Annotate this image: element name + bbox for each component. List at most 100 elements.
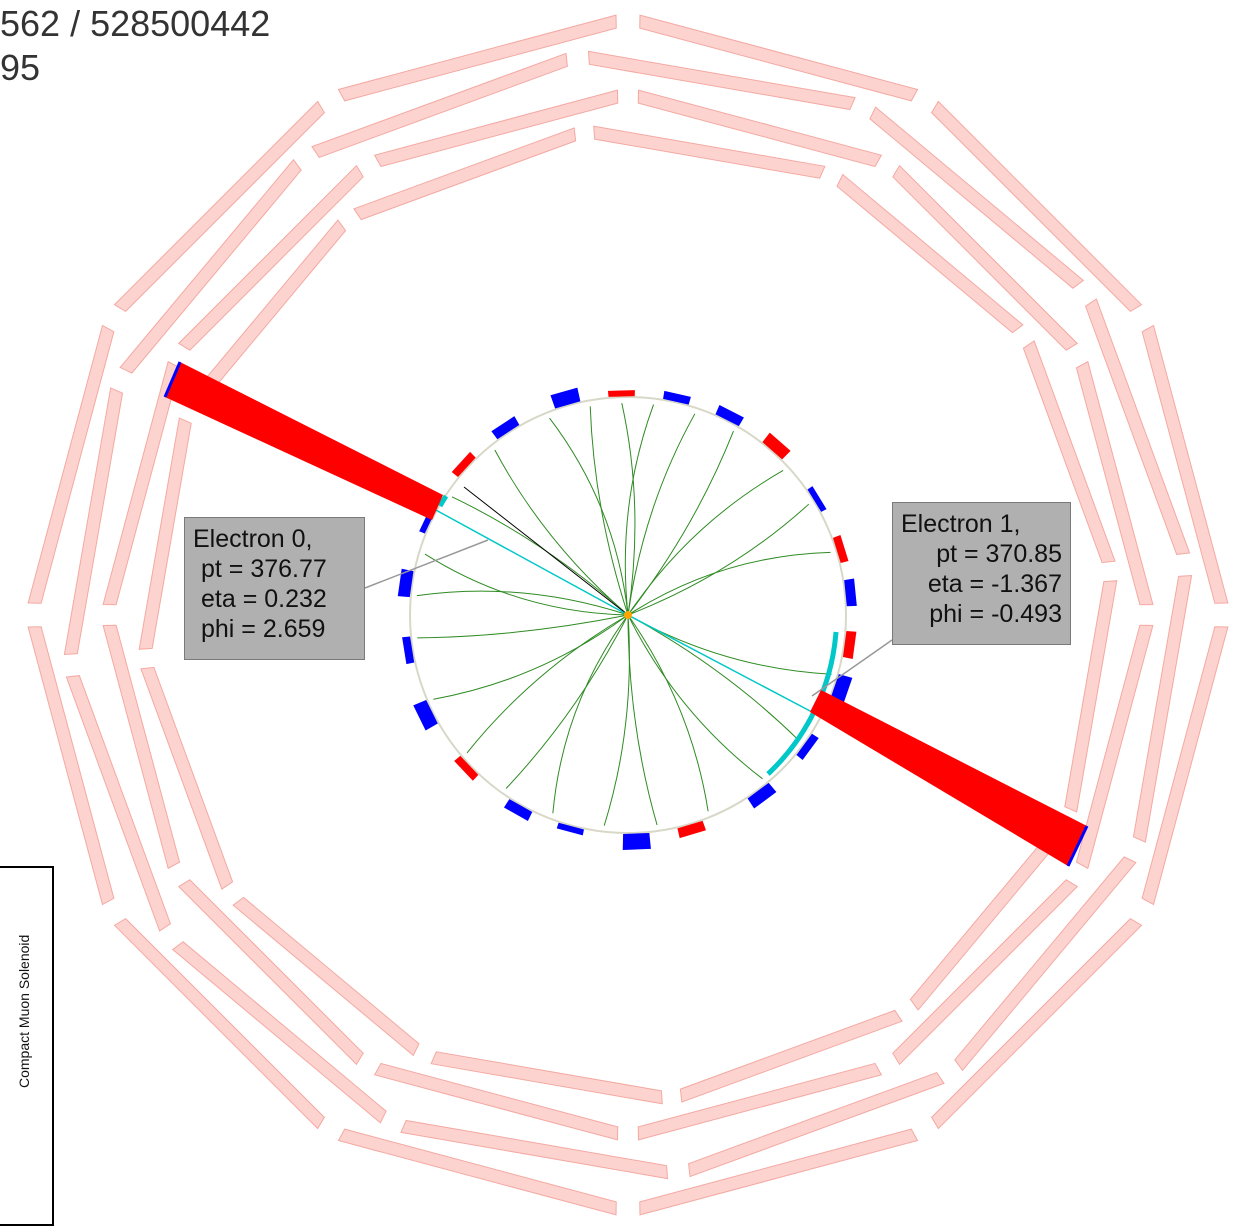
muon-chamber <box>679 1009 903 1103</box>
muon-chamber <box>869 106 1085 289</box>
muon-chamber <box>119 158 302 374</box>
track <box>603 614 630 826</box>
track <box>627 614 763 780</box>
muon-chamber <box>836 173 1024 334</box>
muon-chamber <box>1141 626 1229 906</box>
muon-chamber <box>373 1062 619 1141</box>
electron-1-name: Electron 1, <box>901 510 1021 538</box>
track <box>549 417 629 616</box>
muon-chamber <box>27 626 115 906</box>
muon-chamber <box>637 89 883 168</box>
muon-chamber <box>892 879 1079 1066</box>
muon-chamber <box>311 52 568 159</box>
label-leaders <box>364 539 893 697</box>
electron-0-pt: pt = 376.77 <box>201 555 327 583</box>
ecal-hit <box>491 416 520 440</box>
track-black <box>463 486 629 616</box>
muon-chamber <box>1132 574 1193 843</box>
muon-chamber <box>102 624 181 870</box>
cms-logo <box>0 866 54 1226</box>
vertex <box>624 611 632 619</box>
ecal-hit <box>844 578 857 607</box>
track <box>627 413 696 616</box>
electron-1-tower-cap <box>1066 825 1089 867</box>
muon-chamber <box>232 896 420 1057</box>
ecal-hit <box>807 486 827 512</box>
ecal-hit <box>832 535 849 563</box>
electron-1-track <box>627 614 813 713</box>
track <box>624 404 655 616</box>
track <box>627 614 658 826</box>
muon-chamber <box>930 100 1143 313</box>
electron-0-phi: phi = 2.659 <box>201 615 326 643</box>
muon-chamber <box>1075 624 1154 870</box>
muon-chamber <box>65 675 172 932</box>
ecal-hit <box>747 782 777 809</box>
muon-chamber <box>688 1071 945 1178</box>
ecal-hit <box>451 451 476 478</box>
muon-chamber <box>954 856 1137 1072</box>
muon-chamber <box>400 1119 669 1180</box>
run-event-text: 562 / 528500442 <box>0 3 271 44</box>
muon-chamber <box>63 387 124 656</box>
muon-chamber <box>177 164 364 351</box>
muon-chamber <box>113 917 326 1130</box>
ecal-hit <box>397 568 414 598</box>
electron-1-leader <box>811 639 893 697</box>
track <box>627 551 831 616</box>
electron-0-arc <box>437 494 449 508</box>
track <box>466 614 629 754</box>
track <box>621 402 636 616</box>
lumi-text: 95 <box>0 47 41 88</box>
ecal-hit <box>413 699 438 731</box>
track <box>627 503 810 616</box>
muon-chamber <box>102 360 181 606</box>
muon-chamber <box>892 164 1079 351</box>
muon-chamber <box>1075 360 1154 606</box>
muon-chamber <box>353 127 577 221</box>
muon-chamber <box>337 14 617 102</box>
muon-chamber <box>1141 324 1229 604</box>
cms-logo-text: Compact Muon Solenoid <box>16 934 32 1088</box>
muon-chamber <box>430 1051 663 1105</box>
electron-1-eta: eta = -1.367 <box>927 570 1062 598</box>
ecal-hit <box>842 631 857 659</box>
muon-chamber <box>637 1062 883 1141</box>
track <box>494 449 629 616</box>
muon-chamber <box>639 14 919 102</box>
ecal-hit <box>622 832 651 850</box>
ecal-hit <box>830 674 853 705</box>
ecal-hit <box>454 755 479 781</box>
track <box>627 430 734 616</box>
electron-0-leader <box>364 539 489 589</box>
track <box>589 406 629 616</box>
ecal-hit <box>503 799 533 821</box>
electron-0-label: Electron 0, pt = 376.77 eta = 0.232 phi … <box>184 517 365 660</box>
ecal-hit <box>796 733 819 761</box>
electron-1-pt: pt = 370.85 <box>936 540 1062 568</box>
calorimeter-towers <box>163 361 1089 867</box>
ecal-hit <box>677 820 707 839</box>
ecal-hit <box>762 432 791 460</box>
ecal-hit <box>607 390 635 397</box>
electron-0-eta: eta = 0.232 <box>201 585 327 613</box>
muon-chamber <box>587 50 856 111</box>
muon-chamber <box>639 1128 919 1216</box>
muon-chamber <box>113 100 326 313</box>
electron-0-name: Electron 0, <box>193 525 313 553</box>
muon-chamber <box>177 879 364 1066</box>
track <box>417 614 629 639</box>
track <box>552 614 629 814</box>
electron-1-tower <box>810 690 1087 866</box>
muon-chamber <box>1084 298 1191 555</box>
track <box>505 614 629 789</box>
muon-chamber <box>337 1128 617 1216</box>
ecal-hit <box>556 822 584 836</box>
muon-chamber <box>1064 580 1118 813</box>
muon-chamber <box>930 917 1143 1130</box>
ecal-hit <box>663 390 691 405</box>
ecal-hit <box>550 387 581 409</box>
track <box>627 614 800 741</box>
track <box>416 590 629 616</box>
